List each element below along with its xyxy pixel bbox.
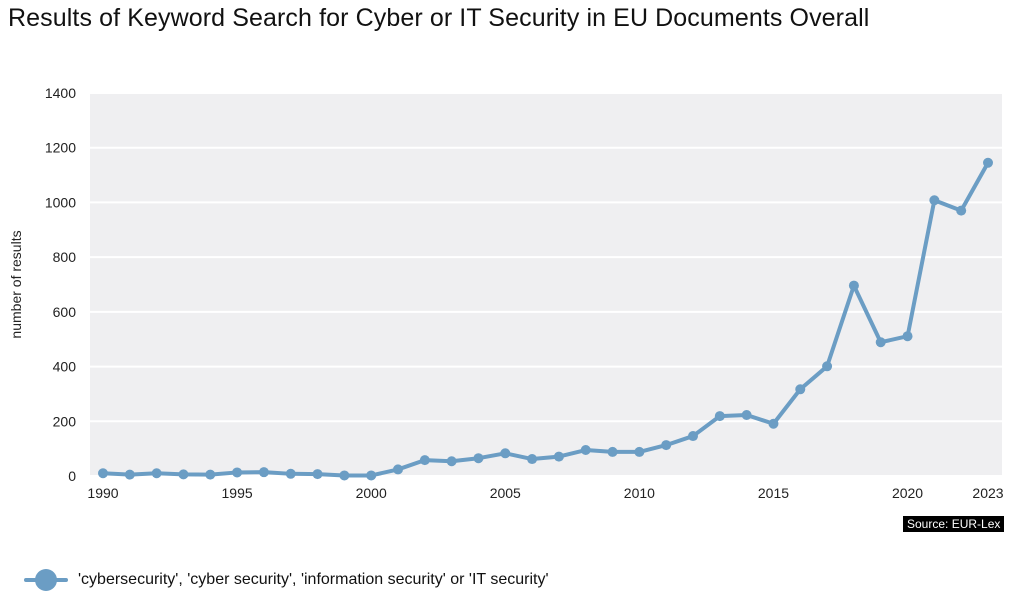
data-point bbox=[929, 195, 940, 206]
plot-background bbox=[90, 93, 1002, 476]
data-point bbox=[688, 431, 698, 442]
x-tick-label: 2020 bbox=[892, 485, 923, 501]
x-tick-label: 2023 bbox=[972, 485, 1003, 501]
data-point bbox=[339, 470, 350, 481]
data-point bbox=[258, 467, 269, 478]
data-point bbox=[768, 418, 779, 429]
legend-label: 'cybersecurity', 'cyber security', 'info… bbox=[78, 571, 549, 588]
data-point bbox=[98, 468, 108, 479]
data-point bbox=[151, 468, 162, 479]
legend: 'cybersecurity', 'cyber security', 'info… bbox=[24, 568, 549, 592]
data-point bbox=[848, 280, 859, 291]
x-tick-label: 2005 bbox=[490, 485, 521, 501]
y-tick-label: 1400 bbox=[45, 85, 76, 101]
data-point bbox=[500, 448, 511, 459]
data-point bbox=[312, 469, 323, 480]
data-point bbox=[232, 467, 243, 478]
x-tick-label: 2010 bbox=[624, 485, 655, 501]
data-point bbox=[822, 361, 833, 372]
data-point bbox=[366, 470, 377, 481]
y-tick-label: 400 bbox=[53, 359, 77, 375]
data-point bbox=[956, 205, 967, 216]
chart-title: Results of Keyword Search for Cyber or I… bbox=[8, 4, 870, 32]
data-point bbox=[419, 455, 430, 466]
legend-swatch bbox=[24, 568, 68, 592]
x-tick-label: 1995 bbox=[222, 485, 253, 501]
data-point bbox=[473, 453, 484, 464]
x-tick-label: 1990 bbox=[87, 485, 118, 501]
data-point bbox=[124, 469, 135, 480]
data-point bbox=[553, 451, 564, 462]
data-point bbox=[795, 384, 806, 395]
data-point bbox=[178, 469, 189, 480]
data-point bbox=[393, 464, 403, 475]
data-point bbox=[205, 469, 216, 480]
data-point bbox=[661, 440, 672, 451]
data-point bbox=[446, 456, 457, 467]
data-point bbox=[983, 157, 993, 168]
x-tick-label: 2000 bbox=[356, 485, 387, 501]
line-chart: 0 200 400 600 800 1000 1200 1400 1990 1995 2000 200… bbox=[8, 85, 1004, 501]
y-tick-label: 600 bbox=[53, 304, 77, 320]
source-label: Source: EUR-Lex bbox=[903, 516, 1005, 532]
x-tick-label: 2015 bbox=[758, 485, 789, 501]
data-point bbox=[634, 446, 645, 457]
data-point bbox=[714, 411, 725, 422]
data-point bbox=[607, 446, 618, 457]
data-point bbox=[875, 337, 886, 348]
data-point bbox=[741, 409, 752, 420]
y-tick-label: 200 bbox=[53, 413, 77, 429]
series-line bbox=[102, 161, 990, 478]
y-axis-label: number of results bbox=[8, 230, 24, 338]
y-tick-label: 800 bbox=[53, 249, 77, 265]
data-point bbox=[580, 445, 591, 456]
data-point bbox=[285, 468, 296, 479]
data-point bbox=[902, 331, 913, 342]
data-point bbox=[527, 454, 538, 465]
y-tick-label: 1000 bbox=[45, 194, 76, 210]
y-tick-label: 1200 bbox=[45, 140, 76, 156]
y-tick-label: 0 bbox=[68, 468, 76, 484]
